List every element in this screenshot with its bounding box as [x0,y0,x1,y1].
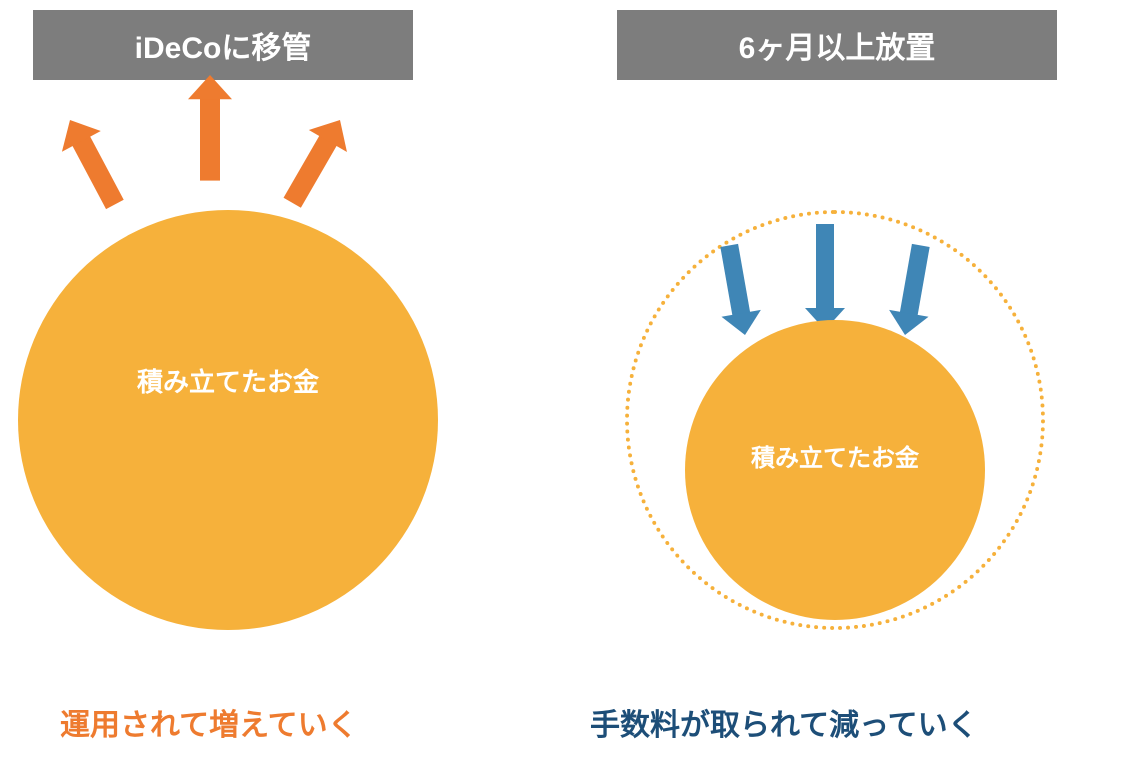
right-caption: 手数料が取られて減っていく [590,700,978,744]
right-arrows-group [0,0,1122,700]
right-money-circle: 積み立てたお金 [685,320,985,620]
right-circle-label: 積み立てたお金 [751,438,919,473]
left-caption: 運用されて増えていく [60,700,358,744]
